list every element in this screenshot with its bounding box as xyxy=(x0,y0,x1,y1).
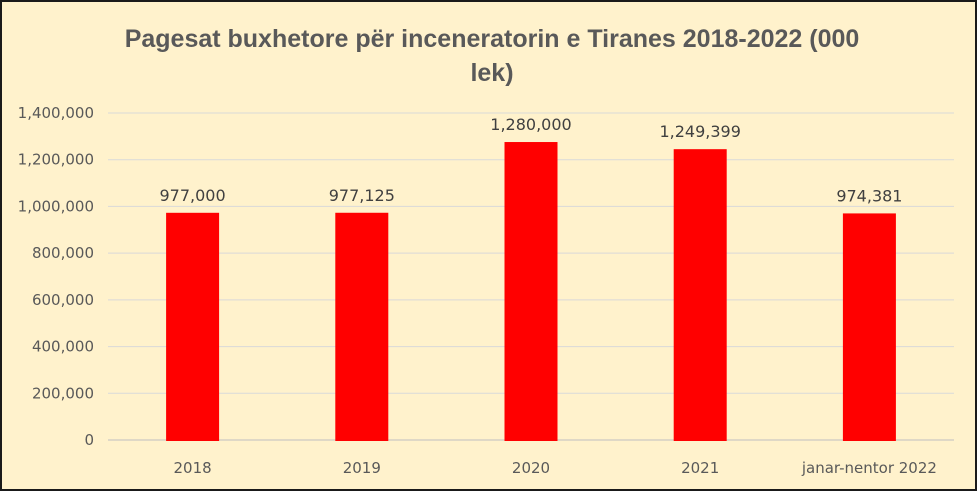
bar xyxy=(335,212,389,441)
data-label: 1,249,399 xyxy=(659,122,740,141)
bars xyxy=(166,142,896,441)
y-tick-label: 0 xyxy=(84,431,94,449)
bar xyxy=(504,142,558,441)
bar xyxy=(673,149,727,441)
x-category-label: janar-nentor 2022 xyxy=(801,459,937,477)
x-category-label: 2020 xyxy=(512,459,550,477)
y-tick-label: 1,000,000 xyxy=(18,197,94,215)
data-labels: 977,000 977,125 1,280,000 1,249,399 974,381 xyxy=(160,115,903,205)
bar xyxy=(842,213,896,441)
x-axis-categories: 2018 2019 2020 2021 janar-nentor 2022 xyxy=(174,459,937,477)
y-tick-label: 800,000 xyxy=(32,244,94,262)
x-category-label: 2019 xyxy=(343,459,381,477)
data-label: 977,000 xyxy=(160,186,226,205)
y-tick-label: 1,200,000 xyxy=(18,151,94,169)
y-tick-label: 600,000 xyxy=(32,291,94,309)
x-category-label: 2018 xyxy=(174,459,212,477)
data-label: 974,381 xyxy=(836,186,902,205)
bar xyxy=(166,212,220,441)
x-category-label: 2021 xyxy=(681,459,719,477)
y-tick-label: 400,000 xyxy=(32,338,94,356)
data-label: 977,125 xyxy=(329,186,395,205)
y-axis-ticks: 0 200,000 400,000 600,000 800,000 1,000,000 1,… xyxy=(18,104,94,449)
y-tick-label: 1,400,000 xyxy=(18,104,94,122)
y-tick-label: 200,000 xyxy=(32,384,94,402)
chart-title: Pagesat buxhetore për inceneratorin e Ti… xyxy=(124,25,860,87)
data-label: 1,280,000 xyxy=(490,115,571,134)
